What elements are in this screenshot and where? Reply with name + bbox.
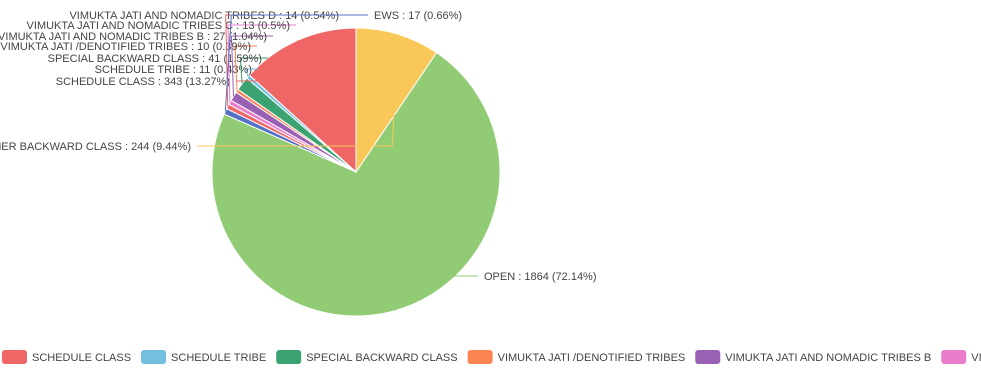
legend-swatch: [467, 350, 493, 364]
label-leader-line: [395, 275, 478, 311]
label-leader-line: [227, 24, 296, 103]
legend-swatch: [941, 350, 967, 364]
slice-label: OPEN : 1864 (72.14%): [484, 271, 597, 283]
label-leader-line: [197, 34, 399, 147]
legend-label: VIMUKTA JATI AND NOMADIC TRIBES B: [725, 352, 931, 364]
legend-item-schedule-class[interactable]: SCHEDULE CLASS: [2, 350, 131, 364]
label-leader-line: [224, 14, 368, 112]
label-leader-line: [236, 40, 299, 82]
label-leader-line: [245, 68, 258, 77]
legend-label: SCHEDULE CLASS: [32, 352, 131, 364]
pie-slices: [211, 27, 501, 317]
slice-label: VIMUKTA JATI AND NOMADIC TRIBES C : 13 (…: [27, 20, 290, 32]
label-leader-line: [239, 57, 268, 84]
slice-label: SPECIAL BACKWARD CLASS : 41 (1.59%): [48, 53, 262, 65]
slice-label: VIMUKTA JATI AND NOMADIC TRIBES D : 14 (…: [69, 10, 339, 22]
legend-item-vimukta-jati-and-nomadic-tribes-b[interactable]: VIMUKTA JATI AND NOMADIC TRIBES B: [695, 350, 931, 364]
label-leader-line: [230, 35, 273, 97]
legend-item-vimukta-jati-and-nomadic-tribes-c[interactable]: VIMUKTA JATI AND NOMADIC TRIBES C: [941, 350, 981, 364]
slice-label: EWS : 17 (0.66%): [374, 10, 462, 22]
legend-item-special-backward-class[interactable]: SPECIAL BACKWARD CLASS: [276, 350, 458, 364]
legend-swatch: [2, 350, 27, 364]
legend-item-schedule-tribe[interactable]: SCHEDULE TRIBE: [141, 350, 266, 364]
label-leader-line: [234, 45, 257, 91]
legend-swatch: [141, 350, 167, 364]
pie-slice-open[interactable]: [211, 51, 501, 317]
slice-label: SCHEDULE CLASS : 343 (13.27%): [56, 76, 230, 88]
slice-label: VIMUKTA JATI AND NOMADIC TRIBES B : 27 (…: [0, 31, 267, 43]
legend-swatch: [695, 350, 721, 364]
legend-label: SPECIAL BACKWARD CLASS: [306, 352, 457, 364]
slice-label: SCHEDULE TRIBE : 11 (0.43%): [95, 64, 252, 76]
slice-label: OTHER BACKWARD CLASS : 244 (9.44%): [0, 141, 191, 153]
legend-label: VIMUKTA JATI /DENOTIFIED TRIBES: [498, 352, 686, 364]
legend-label: VIMUKTA JATI AND NOMADIC TRIBES C: [971, 352, 981, 364]
pie-labels: SCHEDULE CLASS : 343 (13.27%)SCHEDULE TR…: [0, 10, 597, 311]
legend-item-vimukta-jati-denotified-tribes[interactable]: VIMUKTA JATI /DENOTIFIED TRIBES: [467, 350, 686, 364]
slice-label: VIMUKTA JATI /DENOTIFIED TRIBES : 10 (0.…: [0, 41, 251, 53]
legend-swatch: [276, 350, 302, 364]
legend: SCHEDULE CLASS SCHEDULE TRIBE SPECIAL BACK…: [2, 350, 981, 364]
legend-label: SCHEDULE TRIBE: [171, 352, 266, 364]
